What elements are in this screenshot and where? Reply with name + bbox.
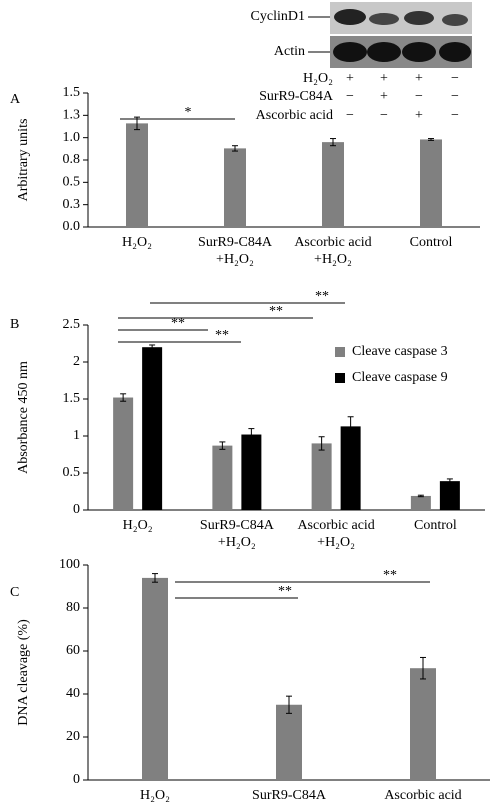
x-tick-label: +H₂O₂ [218, 535, 256, 550]
y-tick-label: 80 [66, 600, 80, 615]
treatment-sign: − [346, 89, 354, 104]
x-tick-label: H₂O₂ [123, 518, 153, 533]
x-tick-label: Control [414, 518, 457, 533]
treatment-sign: − [380, 108, 388, 123]
x-tick-label: SurR9-C84A [252, 788, 327, 803]
bar [311, 443, 332, 510]
legend-label: Cleave caspase 9 [352, 370, 448, 385]
blot-protein: CyclinD1 [251, 9, 305, 24]
treatment-sign: + [346, 71, 354, 86]
x-tick-label: Ascorbic acid [294, 235, 371, 250]
treatment-name: H₂O₂ [303, 71, 333, 86]
y-axis-label: Arbitrary units [16, 119, 31, 202]
y-tick-label: 0.3 [63, 197, 81, 212]
treatment-sign: + [380, 71, 388, 86]
treatment-sign: + [415, 71, 423, 86]
y-tick-label: 0.8 [63, 152, 81, 167]
blot-band [442, 14, 468, 26]
panel-label: A [10, 92, 21, 107]
blot-band [404, 11, 434, 25]
blot-band [333, 42, 367, 62]
bar [142, 347, 163, 510]
x-tick-label: Ascorbic acid [297, 518, 374, 533]
panel-label: B [10, 317, 19, 332]
treatment-sign: − [346, 108, 354, 123]
treatment-sign: + [380, 89, 388, 104]
significance-label: ** [383, 568, 397, 583]
bar [322, 142, 344, 227]
y-tick-label: 100 [59, 557, 80, 572]
bar [126, 123, 148, 227]
bar [410, 668, 436, 780]
x-tick-label: SurR9-C84A [198, 235, 273, 250]
significance-label: ** [278, 584, 292, 599]
y-tick-label: 60 [66, 643, 80, 658]
legend-swatch [335, 373, 345, 383]
treatment-sign: − [451, 89, 459, 104]
y-tick-label: 40 [66, 686, 80, 701]
treatment-sign: + [415, 108, 423, 123]
bar [439, 481, 460, 510]
x-tick-label: SurR9-C84A [200, 518, 275, 533]
treatment-name: SurR9-C84A [259, 89, 334, 104]
treatment-sign: − [451, 71, 459, 86]
y-tick-label: 0.0 [63, 219, 81, 234]
bar [241, 434, 262, 510]
bar [142, 577, 168, 780]
x-tick-label: Ascorbic acid [384, 788, 461, 803]
blot-protein: Actin [274, 44, 305, 59]
x-tick-label: +H₂O₂ [314, 252, 352, 267]
y-tick-label: 1.5 [63, 391, 81, 406]
legend-label: Cleave caspase 3 [352, 344, 448, 359]
x-tick-label: +H₂O₂ [216, 252, 254, 267]
y-tick-label: 2 [73, 354, 80, 369]
blot-band [402, 42, 436, 62]
y-tick-label: 20 [66, 729, 80, 744]
legend-swatch [335, 347, 345, 357]
bar [410, 495, 431, 510]
significance-label: * [185, 105, 192, 120]
bar [224, 148, 246, 227]
y-axis-label: Absorbance 450 nm [16, 361, 31, 474]
y-tick-label: 0.5 [63, 175, 81, 190]
blot-band [367, 42, 401, 62]
bar [420, 139, 442, 227]
x-tick-label: Control [410, 235, 453, 250]
bar [276, 704, 302, 780]
treatment-name: Ascorbic acid [256, 108, 333, 123]
panel-label: C [10, 585, 19, 600]
y-tick-label: 1.3 [63, 108, 81, 123]
bar [113, 397, 134, 510]
y-tick-label: 1 [73, 428, 80, 443]
significance-label: ** [215, 328, 229, 343]
blot-band [369, 13, 399, 25]
x-tick-label: H₂O₂ [140, 788, 170, 803]
y-axis-label: DNA cleavage (%) [16, 619, 31, 726]
treatment-sign: − [451, 108, 459, 123]
y-tick-label: 1.5 [63, 85, 81, 100]
y-tick-label: 1.0 [63, 130, 81, 145]
bar [212, 445, 233, 510]
significance-label: ** [315, 289, 329, 304]
blot-band [334, 9, 366, 25]
y-tick-label: 0 [73, 772, 80, 787]
significance-label: ** [171, 316, 185, 331]
blot-band [439, 42, 471, 62]
x-tick-label: H₂O₂ [122, 235, 152, 250]
treatment-sign: − [415, 89, 423, 104]
bar [340, 426, 361, 510]
significance-label: ** [269, 304, 283, 319]
y-tick-label: 2.5 [63, 317, 81, 332]
y-tick-label: 0 [73, 502, 80, 517]
y-tick-label: 0.5 [63, 465, 81, 480]
x-tick-label: +H₂O₂ [317, 535, 355, 550]
